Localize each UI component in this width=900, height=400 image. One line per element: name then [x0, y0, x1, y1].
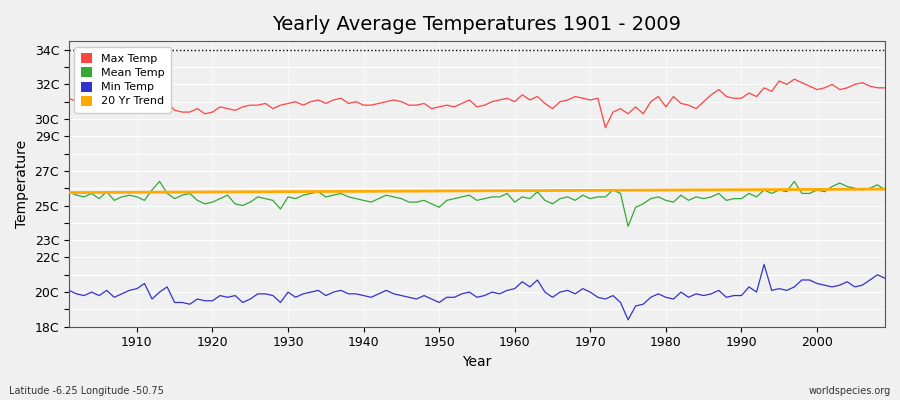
Y-axis label: Temperature: Temperature [15, 140, 29, 228]
Text: Latitude -6.25 Longitude -50.75: Latitude -6.25 Longitude -50.75 [9, 386, 164, 396]
X-axis label: Year: Year [463, 355, 491, 369]
Text: worldspecies.org: worldspecies.org [809, 386, 891, 396]
Title: Yearly Average Temperatures 1901 - 2009: Yearly Average Temperatures 1901 - 2009 [273, 15, 681, 34]
Legend: Max Temp, Mean Temp, Min Temp, 20 Yr Trend: Max Temp, Mean Temp, Min Temp, 20 Yr Tre… [75, 47, 171, 113]
